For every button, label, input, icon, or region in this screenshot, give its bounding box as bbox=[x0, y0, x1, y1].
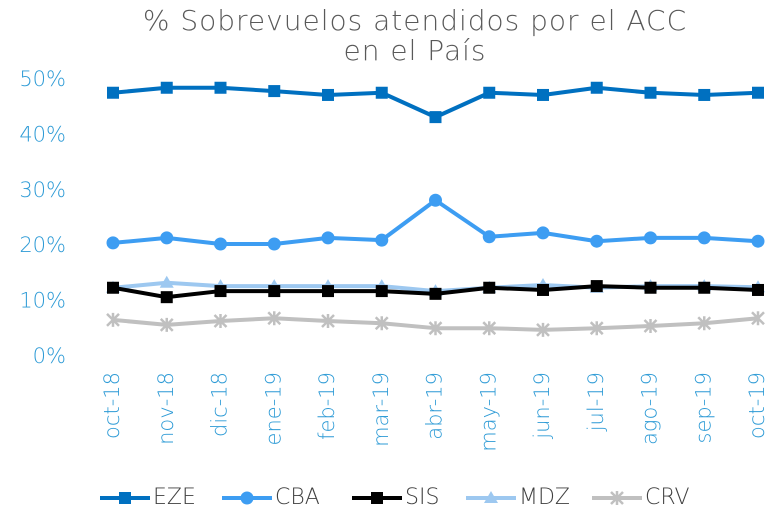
x-tick-label: dic-18 bbox=[208, 372, 232, 437]
data-point bbox=[429, 111, 442, 124]
x-tick-label: abr-19 bbox=[423, 372, 447, 440]
x-tick-label: may-19 bbox=[476, 372, 500, 452]
data-point bbox=[752, 283, 764, 296]
legend-marker bbox=[484, 491, 498, 503]
data-point bbox=[375, 285, 388, 298]
data-point bbox=[428, 321, 443, 336]
data-point bbox=[752, 86, 764, 99]
data-point bbox=[107, 281, 119, 294]
chart-title: en el País bbox=[344, 34, 487, 67]
data-point bbox=[374, 316, 389, 331]
data-point bbox=[375, 86, 388, 99]
data-point bbox=[106, 312, 120, 327]
legend-label: SIS bbox=[405, 485, 439, 510]
data-point bbox=[321, 231, 335, 245]
legend-label: MDZ bbox=[519, 485, 570, 510]
data-point bbox=[375, 233, 389, 247]
x-tick-label: nov-18 bbox=[154, 372, 178, 445]
y-tick-label: 50% bbox=[19, 67, 66, 91]
data-point bbox=[590, 81, 603, 94]
data-point bbox=[213, 313, 228, 328]
data-point bbox=[537, 283, 549, 296]
y-tick-label: 0% bbox=[33, 344, 66, 368]
legend-marker bbox=[610, 491, 624, 505]
legend-marker bbox=[119, 492, 131, 504]
y-tick-label: 10% bbox=[19, 289, 66, 313]
y-tick-label: 20% bbox=[19, 233, 66, 257]
data-point bbox=[482, 321, 497, 336]
x-tick-label: oct-18 bbox=[100, 372, 124, 439]
data-point bbox=[536, 226, 550, 240]
legend-label: CBA bbox=[275, 485, 320, 510]
data-point bbox=[590, 234, 604, 248]
x-tick-label: oct-19 bbox=[745, 372, 769, 439]
x-tick-label: feb-19 bbox=[315, 372, 339, 440]
data-point bbox=[698, 281, 711, 294]
data-point bbox=[751, 234, 765, 248]
data-point bbox=[267, 311, 282, 326]
data-point bbox=[160, 81, 173, 94]
data-point bbox=[214, 81, 227, 94]
x-tick-label: sep-19 bbox=[691, 372, 715, 444]
data-point bbox=[483, 281, 496, 294]
data-point bbox=[429, 287, 442, 300]
x-tick-label: mar-19 bbox=[369, 372, 393, 447]
data-point bbox=[537, 88, 549, 101]
data-point bbox=[482, 230, 496, 244]
data-point bbox=[643, 318, 658, 333]
data-point bbox=[159, 275, 174, 288]
x-tick-label: ene-19 bbox=[261, 372, 285, 445]
data-point bbox=[536, 322, 550, 337]
data-point bbox=[429, 193, 442, 207]
y-tick-label: 30% bbox=[19, 178, 66, 202]
series-line bbox=[112, 198, 759, 246]
data-point bbox=[160, 231, 174, 245]
data-point bbox=[589, 321, 604, 336]
x-tick-label: ago-19 bbox=[638, 372, 662, 445]
legend-label: EZE bbox=[153, 485, 196, 510]
legend-label: CRV bbox=[645, 485, 690, 510]
legend-marker bbox=[371, 492, 383, 504]
data-point bbox=[698, 88, 711, 101]
data-point bbox=[644, 231, 657, 245]
data-point bbox=[644, 281, 657, 294]
data-point bbox=[322, 88, 334, 101]
data-point bbox=[483, 86, 496, 99]
data-point bbox=[590, 280, 603, 293]
data-point bbox=[697, 231, 711, 245]
data-point bbox=[160, 291, 173, 304]
x-tick-label: jun-19 bbox=[530, 372, 554, 440]
legend-marker bbox=[240, 491, 254, 505]
data-point bbox=[697, 316, 712, 331]
data-point bbox=[644, 86, 657, 99]
data-point bbox=[268, 85, 281, 98]
data-point bbox=[751, 311, 765, 326]
data-point bbox=[106, 236, 120, 250]
data-point bbox=[214, 285, 227, 298]
data-point bbox=[321, 313, 335, 328]
data-point bbox=[107, 86, 119, 99]
data-point bbox=[267, 237, 281, 251]
data-point bbox=[322, 285, 334, 298]
data-point bbox=[214, 237, 227, 251]
y-tick-label: 40% bbox=[19, 122, 66, 146]
data-point bbox=[159, 317, 174, 332]
chart-title: % Sobrevuelos atendidos por el ACC bbox=[143, 4, 687, 37]
data-point bbox=[268, 285, 281, 298]
x-tick-label: jul-19 bbox=[584, 372, 608, 432]
